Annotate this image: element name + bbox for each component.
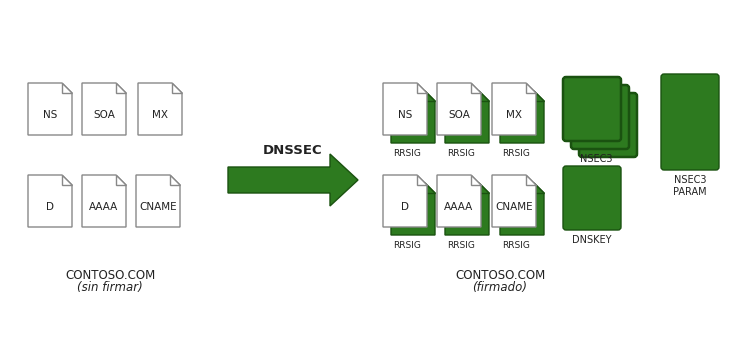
Text: RRSIG: RRSIG: [447, 241, 475, 250]
Polygon shape: [534, 183, 544, 193]
Polygon shape: [383, 175, 427, 227]
Text: D: D: [46, 202, 54, 212]
Polygon shape: [62, 83, 72, 93]
Polygon shape: [445, 91, 489, 143]
Text: D: D: [401, 202, 409, 212]
Text: CONTOSO.COM: CONTOSO.COM: [455, 269, 545, 282]
Text: NS: NS: [398, 110, 412, 120]
FancyBboxPatch shape: [563, 77, 621, 141]
Text: NSEC3
PARAM: NSEC3 PARAM: [673, 175, 706, 197]
Polygon shape: [116, 175, 126, 185]
FancyBboxPatch shape: [563, 166, 621, 230]
FancyBboxPatch shape: [571, 85, 629, 149]
Polygon shape: [417, 83, 427, 93]
Polygon shape: [500, 183, 544, 235]
Polygon shape: [526, 83, 536, 93]
Polygon shape: [138, 83, 182, 135]
Text: NSEC3: NSEC3: [580, 154, 612, 164]
Polygon shape: [492, 175, 536, 227]
Text: MX: MX: [506, 110, 522, 120]
Polygon shape: [391, 91, 435, 143]
Text: AAAA: AAAA: [444, 202, 474, 212]
Polygon shape: [471, 175, 481, 185]
Text: SOA: SOA: [448, 110, 470, 120]
Polygon shape: [391, 183, 435, 235]
Polygon shape: [172, 83, 182, 93]
Text: (firmado): (firmado): [472, 281, 528, 294]
Polygon shape: [526, 175, 536, 185]
Polygon shape: [136, 175, 180, 227]
Text: RRSIG: RRSIG: [503, 149, 531, 158]
FancyBboxPatch shape: [661, 74, 719, 170]
Polygon shape: [534, 91, 544, 101]
Polygon shape: [116, 83, 126, 93]
Text: NS: NS: [43, 110, 57, 120]
Polygon shape: [425, 183, 435, 193]
Polygon shape: [170, 175, 180, 185]
Polygon shape: [437, 83, 481, 135]
Polygon shape: [425, 91, 435, 101]
Text: MX: MX: [152, 110, 168, 120]
Text: CNAME: CNAME: [495, 202, 533, 212]
Text: RRSIG: RRSIG: [393, 241, 421, 250]
Text: DNSKEY: DNSKEY: [572, 235, 612, 245]
Polygon shape: [479, 183, 489, 193]
Polygon shape: [82, 175, 126, 227]
Text: RRSIG: RRSIG: [503, 241, 531, 250]
Polygon shape: [445, 183, 489, 235]
Text: CNAME: CNAME: [139, 202, 177, 212]
Polygon shape: [82, 83, 126, 135]
Text: AAAA: AAAA: [89, 202, 119, 212]
Polygon shape: [62, 175, 72, 185]
Text: RRSIG: RRSIG: [393, 149, 421, 158]
Polygon shape: [28, 175, 72, 227]
Text: CONTOSO.COM: CONTOSO.COM: [65, 269, 155, 282]
Polygon shape: [471, 83, 481, 93]
Polygon shape: [383, 83, 427, 135]
Polygon shape: [437, 175, 481, 227]
Polygon shape: [479, 91, 489, 101]
Polygon shape: [500, 91, 544, 143]
Polygon shape: [228, 154, 358, 206]
FancyBboxPatch shape: [579, 93, 637, 157]
Text: RRSIG: RRSIG: [447, 149, 475, 158]
Polygon shape: [492, 83, 536, 135]
Text: SOA: SOA: [93, 110, 115, 120]
Polygon shape: [417, 175, 427, 185]
Text: DNSSEC: DNSSEC: [263, 144, 323, 157]
Polygon shape: [28, 83, 72, 135]
Text: (sin firmar): (sin firmar): [77, 281, 143, 294]
